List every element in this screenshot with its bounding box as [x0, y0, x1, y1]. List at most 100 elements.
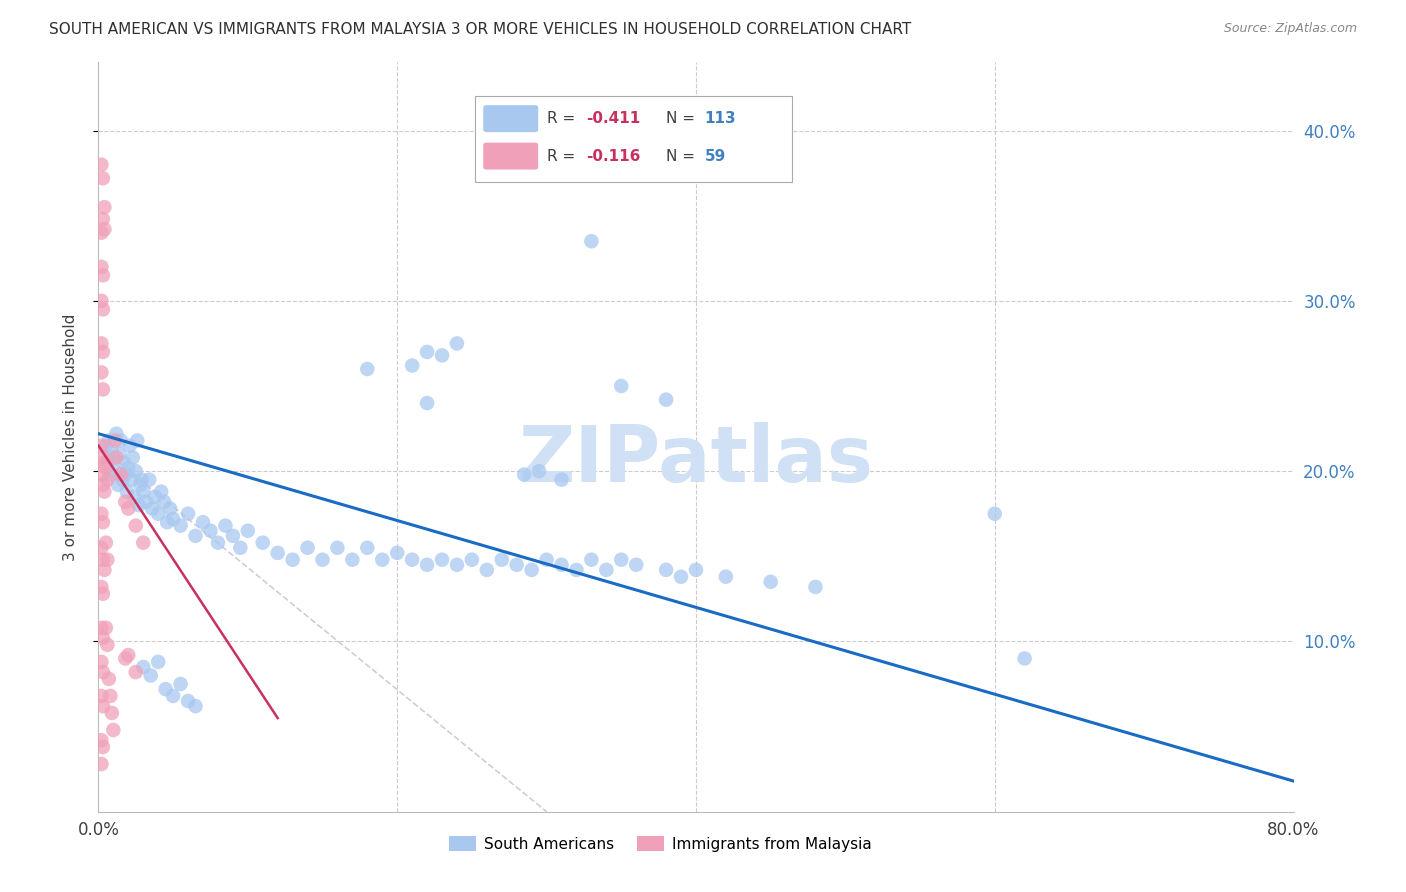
Point	[281, 552, 304, 566]
Point	[91, 383, 114, 397]
Point	[96, 552, 118, 566]
Point	[117, 460, 139, 475]
Point	[125, 665, 148, 679]
FancyBboxPatch shape	[484, 105, 538, 132]
Point	[430, 348, 453, 362]
Point	[96, 638, 118, 652]
Point	[90, 467, 112, 482]
Point	[91, 171, 114, 186]
Point	[96, 473, 118, 487]
Point	[610, 552, 633, 566]
Text: ZIPatlas: ZIPatlas	[519, 422, 873, 498]
Point	[105, 426, 128, 441]
Point	[94, 535, 117, 549]
Point	[103, 450, 125, 465]
Point	[90, 507, 112, 521]
Point	[150, 484, 173, 499]
Point	[121, 450, 143, 465]
Point	[153, 495, 176, 509]
Point	[104, 464, 127, 478]
Point	[536, 552, 558, 566]
Text: R =: R =	[547, 112, 579, 126]
FancyBboxPatch shape	[484, 143, 538, 169]
Legend: South Americans, Immigrants from Malaysia: South Americans, Immigrants from Malaysi…	[443, 830, 877, 858]
Point	[91, 699, 114, 714]
Point	[148, 655, 170, 669]
Point	[191, 515, 214, 529]
Point	[132, 660, 155, 674]
Point	[132, 484, 155, 499]
Point	[131, 473, 153, 487]
Point	[125, 464, 148, 478]
Point	[595, 563, 617, 577]
Point	[714, 570, 737, 584]
Point	[342, 552, 364, 566]
Point	[118, 439, 141, 453]
Point	[112, 456, 135, 470]
Point	[91, 665, 114, 679]
Point	[655, 563, 678, 577]
Point	[177, 694, 200, 708]
Point	[461, 552, 484, 566]
Point	[626, 558, 648, 572]
Point	[297, 541, 319, 555]
Point	[91, 450, 114, 465]
Text: 59: 59	[704, 149, 725, 163]
Point	[91, 587, 114, 601]
Point	[141, 501, 163, 516]
Point	[91, 515, 114, 529]
Point	[90, 655, 112, 669]
Point	[93, 563, 115, 577]
Point	[267, 546, 290, 560]
Point	[94, 621, 117, 635]
Point	[326, 541, 349, 555]
Point	[139, 668, 162, 682]
Point	[138, 473, 160, 487]
Point	[446, 336, 468, 351]
Point	[184, 529, 207, 543]
Point	[416, 345, 439, 359]
Point	[655, 392, 678, 407]
Text: Source: ZipAtlas.com: Source: ZipAtlas.com	[1223, 22, 1357, 36]
Point	[93, 484, 115, 499]
Point	[550, 473, 572, 487]
Point	[371, 552, 394, 566]
Point	[107, 477, 129, 491]
Y-axis label: 3 or more Vehicles in Household: 3 or more Vehicles in Household	[63, 313, 77, 561]
Text: SOUTH AMERICAN VS IMMIGRANTS FROM MALAYSIA 3 OR MORE VEHICLES IN HOUSEHOLD CORRE: SOUTH AMERICAN VS IMMIGRANTS FROM MALAYS…	[49, 22, 911, 37]
Point	[156, 515, 179, 529]
Point	[90, 365, 112, 379]
Point	[114, 467, 136, 482]
Point	[416, 396, 439, 410]
Point	[117, 648, 139, 662]
Point	[91, 268, 114, 283]
Point	[98, 689, 122, 703]
Point	[475, 563, 498, 577]
Point	[96, 456, 118, 470]
Point	[236, 524, 259, 538]
Point	[520, 563, 543, 577]
Point	[90, 336, 112, 351]
Point	[401, 359, 423, 373]
Text: N =: N =	[666, 149, 700, 163]
Point	[581, 234, 603, 248]
Point	[91, 631, 114, 645]
Point	[91, 345, 114, 359]
Point	[491, 552, 513, 566]
Point	[401, 552, 423, 566]
Point	[114, 651, 136, 665]
Point	[90, 733, 112, 747]
Point	[105, 450, 128, 465]
Point	[446, 558, 468, 572]
Point	[90, 541, 112, 555]
Point	[90, 580, 112, 594]
Point	[669, 570, 692, 584]
Point	[984, 507, 1007, 521]
Point	[222, 529, 245, 543]
Point	[93, 222, 115, 236]
Point	[416, 558, 439, 572]
Point	[162, 689, 184, 703]
Point	[104, 434, 127, 448]
Point	[162, 512, 184, 526]
Point	[91, 212, 114, 227]
